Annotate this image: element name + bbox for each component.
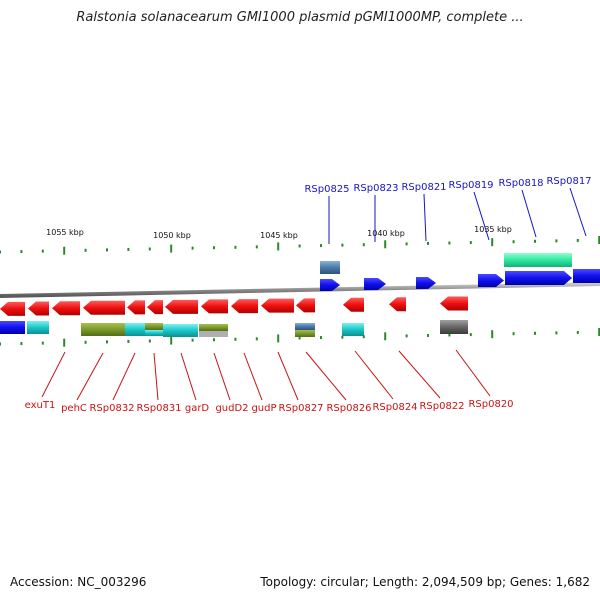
gene-label-rsp0832[interactable]: RSp0832 (89, 403, 134, 414)
forward-gene-feature[interactable] (573, 269, 600, 283)
reverse-gene-feature[interactable] (389, 297, 406, 312)
label-leader-line (41, 351, 66, 398)
gene-features (0, 253, 600, 337)
gene-label-rsp0827[interactable]: RSp0827 (278, 403, 323, 414)
accession-label: Accession: NC_003296 (10, 575, 147, 589)
kbp-scale: 1055 kbp 1050 kbp 1045 kbp 1040 kbp 1035 kbp (46, 225, 512, 240)
label-leader-line (112, 352, 136, 401)
misc-feature[interactable] (320, 261, 340, 274)
label-leader-line (180, 352, 197, 401)
gene-label-rsp0819[interactable]: RSp0819 (448, 180, 493, 191)
kbp-label: 1035 kbp (474, 225, 512, 234)
gene-label-rsp0824[interactable]: RSp0824 (372, 402, 417, 413)
gene-label-rsp0821[interactable]: RSp0821 (401, 182, 446, 193)
misc-feature[interactable] (0, 321, 25, 334)
label-leader-line (243, 352, 263, 401)
misc-feature[interactable] (440, 320, 468, 334)
genome-map: 1055 kbp 1050 kbp 1045 kbp 1040 kbp 1035 kbp… (0, 176, 600, 414)
gene-label-pehc[interactable]: pehC (61, 403, 87, 414)
misc-feature[interactable] (81, 323, 125, 336)
gene-label-gudd2[interactable]: gudD2 (215, 403, 248, 414)
label-leader-line (473, 191, 490, 241)
label-leader-line (354, 350, 394, 400)
label-leader-line (521, 189, 537, 238)
misc-feature[interactable] (504, 253, 572, 267)
reverse-gene-feature[interactable] (261, 298, 294, 313)
kbp-label: 1055 kbp (46, 228, 84, 237)
label-leader-line (277, 351, 299, 401)
misc-feature[interactable] (199, 324, 228, 331)
misc-feature[interactable] (125, 323, 145, 336)
label-leader-line (398, 350, 441, 399)
gene-label-exut1[interactable]: exuT1 (25, 400, 56, 411)
gene-label-gard[interactable]: garD (185, 403, 210, 414)
kbp-label: 1050 kbp (153, 231, 191, 240)
gene-label-rsp0831[interactable]: RSp0831 (136, 403, 181, 414)
misc-feature[interactable] (295, 330, 315, 337)
forward-gene-feature[interactable] (364, 278, 386, 290)
label-leader-line (305, 351, 347, 401)
misc-feature[interactable] (27, 321, 49, 334)
reverse-gene-feature[interactable] (201, 299, 228, 314)
reverse-gene-feature[interactable] (343, 297, 364, 312)
gene-label-gudp[interactable]: gudP (251, 403, 276, 414)
reverse-gene-feature[interactable] (52, 301, 80, 316)
gene-label-rsp0820[interactable]: RSp0820 (468, 399, 513, 410)
gene-label-rsp0818[interactable]: RSp0818 (498, 178, 543, 189)
genome-backbone (0, 282, 600, 298)
misc-feature[interactable] (295, 323, 315, 330)
label-leader-lines (41, 187, 587, 401)
forward-gene-feature[interactable] (416, 277, 436, 289)
misc-feature[interactable] (199, 331, 228, 337)
reverse-gene-feature[interactable] (83, 300, 125, 315)
label-leader-line (569, 187, 587, 237)
reverse-gene-feature[interactable] (165, 299, 198, 314)
reverse-gene-feature[interactable] (296, 298, 315, 313)
reverse-gene-feature[interactable] (440, 296, 468, 311)
reverse-gene-feature[interactable] (0, 301, 25, 316)
reverse-gene-feature[interactable] (127, 300, 145, 315)
topology-label: Topology: circular; Length: 2,094,509 bp… (260, 575, 590, 589)
gene-label-rsp0825[interactable]: RSp0825 (304, 184, 349, 195)
misc-feature[interactable] (145, 330, 163, 336)
forward-gene-feature[interactable] (505, 271, 572, 285)
reverse-gene-feature[interactable] (147, 300, 163, 315)
label-leader-line (153, 352, 159, 401)
forward-gene-feature[interactable] (320, 279, 340, 291)
misc-feature[interactable] (145, 323, 163, 330)
bottom-tick-row (0, 328, 600, 347)
label-leader-line (213, 352, 231, 401)
kbp-label: 1040 kbp (367, 229, 405, 238)
kbp-label: 1045 kbp (260, 231, 298, 240)
label-leader-line (76, 352, 104, 401)
label-leader-line (423, 193, 427, 242)
gene-label-rsp0817[interactable]: RSp0817 (546, 176, 591, 187)
forward-gene-labels: RSp0825 RSp0823 RSp0821 RSp0819 RSp0818 RSp08… (304, 176, 591, 195)
forward-gene-feature[interactable] (478, 274, 504, 287)
label-leader-line (455, 349, 491, 397)
reverse-gene-feature[interactable] (231, 299, 258, 314)
reverse-gene-labels: exuT1 pehC RSp0832 RSp0831 garD gudD2 gudP RSp0… (25, 399, 514, 414)
reverse-gene-feature[interactable] (28, 301, 49, 316)
gene-label-rsp0823[interactable]: RSp0823 (353, 183, 398, 194)
gene-label-rsp0822[interactable]: RSp0822 (419, 401, 464, 412)
misc-feature[interactable] (163, 324, 198, 337)
top-tick-row (0, 236, 600, 255)
map-title: Ralstonia solanacearum GMI1000 plasmid p… (76, 10, 524, 25)
misc-feature[interactable] (342, 323, 364, 336)
gene-label-rsp0826[interactable]: RSp0826 (326, 403, 371, 414)
